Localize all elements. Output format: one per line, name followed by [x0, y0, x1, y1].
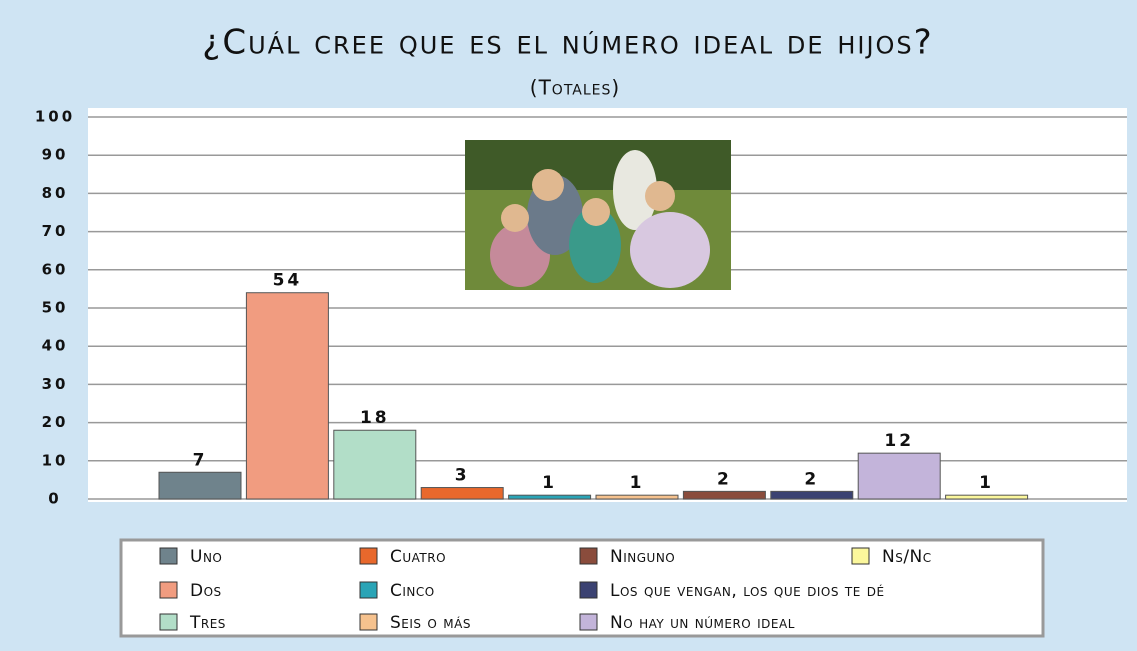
- y-tick-label: 30: [42, 375, 69, 393]
- legend-swatch: [160, 582, 177, 598]
- legend-swatch: [580, 582, 597, 598]
- bar: [771, 491, 853, 499]
- bar: [509, 495, 591, 499]
- y-tick-label: 20: [42, 413, 69, 431]
- legend-label: Cinco: [390, 581, 435, 601]
- legend-swatch: [852, 548, 869, 564]
- data-label: 7: [193, 450, 208, 470]
- legend-label: Cuatro: [390, 547, 446, 567]
- data-label: 1: [542, 473, 557, 493]
- legend-swatch: [580, 548, 597, 564]
- legend-label: Tres: [189, 613, 226, 633]
- legend-swatch: [360, 582, 377, 598]
- chart: ¿Cuál cree que es el número ideal de hij…: [0, 0, 1137, 651]
- y-tick-label: 100: [35, 108, 75, 126]
- legend-swatch: [360, 548, 377, 564]
- data-label: 1: [979, 473, 994, 493]
- legend-swatch: [160, 548, 177, 564]
- y-tick-label: 10: [42, 451, 69, 469]
- bar: [946, 495, 1028, 499]
- legend-label: Ns/Nc: [882, 547, 932, 567]
- legend-swatch: [580, 614, 597, 630]
- data-label: 12: [884, 431, 914, 451]
- bar: [334, 430, 416, 499]
- legend-label: Seis o más: [390, 613, 471, 633]
- y-tick-label: 40: [42, 337, 69, 355]
- legend-label: Dos: [190, 581, 222, 601]
- chart-title: ¿Cuál cree que es el número ideal de hij…: [202, 23, 933, 63]
- bar: [246, 293, 328, 499]
- y-tick-label: 70: [42, 222, 69, 240]
- y-tick-label: 60: [42, 260, 69, 278]
- data-label: 3: [455, 466, 470, 486]
- photo: [465, 140, 731, 290]
- legend-swatch: [360, 614, 377, 630]
- y-tick-label: 50: [42, 299, 69, 317]
- legend-label: Ninguno: [610, 547, 675, 567]
- legend-label: Uno: [190, 547, 222, 567]
- y-tick-label: 80: [42, 184, 69, 202]
- data-label: 2: [717, 469, 732, 489]
- bar: [421, 488, 503, 499]
- legend-swatch: [160, 614, 177, 630]
- chart-subtitle: (Totales): [530, 76, 620, 100]
- y-tick-label: 0: [48, 490, 61, 508]
- bar: [596, 495, 678, 499]
- data-label: 1: [630, 473, 645, 493]
- y-tick-label: 90: [42, 146, 69, 164]
- data-label: 18: [360, 408, 390, 428]
- bar: [683, 491, 765, 499]
- legend-label: Los que vengan, los que dios te dé: [610, 581, 885, 601]
- data-label: 54: [273, 271, 303, 291]
- legend-label: No hay un número ideal: [610, 613, 795, 633]
- bar: [858, 453, 940, 499]
- data-label: 2: [804, 469, 819, 489]
- bar: [159, 472, 241, 499]
